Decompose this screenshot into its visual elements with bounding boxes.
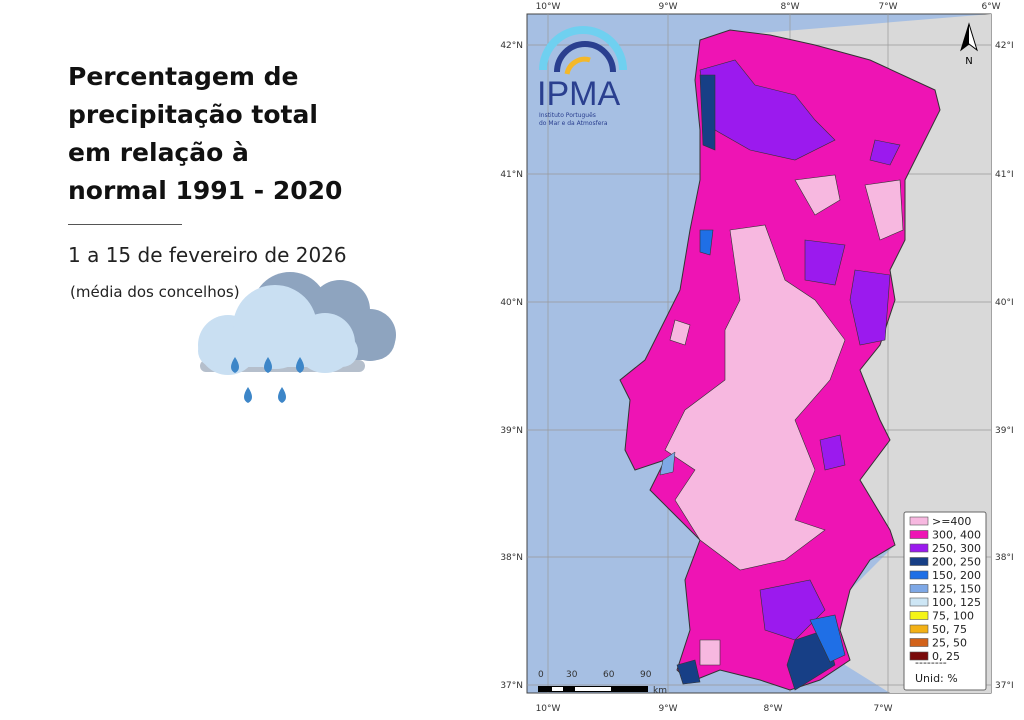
scale-bar: 0 30 60 90 km xyxy=(538,670,667,696)
precipitation-map: 10°W 9°W 8°W 7°W 6°W 10°W 9°W 8°W 7°W 42… xyxy=(500,2,1014,714)
title-line: normal 1991 - 2020 xyxy=(68,176,343,205)
legend-label: 150, 200 xyxy=(932,569,981,582)
lat-tick: 41°I xyxy=(995,170,1014,180)
legend-label: 200, 250 xyxy=(932,556,981,569)
lat-tick: 41°N xyxy=(500,170,523,180)
lat-tick: 38°I xyxy=(995,553,1014,563)
lon-tick: 8°W xyxy=(780,2,799,12)
legend-swatch xyxy=(909,543,929,553)
zone-150-200 xyxy=(699,229,846,663)
legend-label: 125, 150 xyxy=(932,583,981,596)
legend-label: 300, 400 xyxy=(932,529,981,542)
scale-label: 60 xyxy=(603,670,615,680)
scale-label: 30 xyxy=(566,670,578,680)
scale-unit: km xyxy=(653,686,667,696)
note: (média dos concelhos) xyxy=(70,283,240,301)
legend-label: 250, 300 xyxy=(932,542,981,555)
legend-swatch xyxy=(909,597,929,607)
lon-tick: 10°W xyxy=(536,704,561,714)
legend-swatch xyxy=(909,530,929,539)
date-range: 1 a 15 de fevereiro de 2026 xyxy=(68,243,347,267)
legend-swatch xyxy=(909,624,929,634)
legend-swatch xyxy=(909,651,929,661)
legend-unit: Unid: % xyxy=(915,672,958,685)
lon-tick: 9°W xyxy=(658,2,677,12)
lat-tick: 42°I xyxy=(995,41,1014,51)
legend-label: 25, 50 xyxy=(932,637,967,650)
legend-label: 100, 125 xyxy=(932,596,981,609)
title-line: precipitação total xyxy=(68,100,318,129)
legend-label: 50, 75 xyxy=(932,623,967,636)
scale-label: 90 xyxy=(640,670,652,680)
legend-swatch xyxy=(909,570,929,580)
page-title: Percentagem de precipitação total em rel… xyxy=(68,58,368,210)
logo-tagline: Instituto Português xyxy=(539,112,596,119)
rain-cloud-icon xyxy=(198,272,396,403)
logo-text: IPMA xyxy=(537,75,620,113)
zone-250-300 xyxy=(699,59,901,641)
lon-tick: 8°W xyxy=(763,704,782,714)
legend-swatch xyxy=(909,611,929,620)
scale-label: 0 xyxy=(538,670,544,680)
lon-tick: 9°W xyxy=(658,704,677,714)
lon-tick: 7°W xyxy=(873,704,892,714)
legend-swatch xyxy=(909,638,929,647)
north-arrow-icon: N xyxy=(960,22,978,67)
lat-tick: 42°N xyxy=(500,41,523,51)
ipma-logo: IPMA Instituto Português do Mar e da Atm… xyxy=(537,26,627,127)
lat-tick: 40°N xyxy=(500,298,523,308)
lon-tick: 7°W xyxy=(878,2,897,12)
lon-tick: 10°W xyxy=(536,2,561,12)
legend-swatch xyxy=(909,557,929,566)
legend-swatch xyxy=(909,516,929,526)
legend-label: 75, 100 xyxy=(932,610,974,623)
legend-separator: -------- xyxy=(915,656,947,669)
lat-tick: 39°I xyxy=(995,426,1014,436)
lon-tick: 6°W xyxy=(981,2,1000,12)
legend-swatch xyxy=(909,584,929,593)
lat-tick: 39°N xyxy=(500,426,523,436)
legend-label: 0, 25 xyxy=(932,650,960,663)
logo-tagline: do Mar e da Atmosfera xyxy=(539,120,608,127)
legend-label: >=400 xyxy=(932,515,971,528)
lat-tick: 40°I xyxy=(995,298,1014,308)
lat-tick: 37°N xyxy=(500,681,523,691)
zone-high xyxy=(664,174,904,666)
lat-tick: 37°I xyxy=(995,681,1014,691)
north-label: N xyxy=(965,56,972,67)
title-line: em relação à xyxy=(68,138,249,167)
divider xyxy=(68,224,182,225)
tagus-estuary xyxy=(659,451,676,476)
lat-tick: 38°N xyxy=(500,553,523,563)
title-line: Percentagem de xyxy=(68,62,299,91)
